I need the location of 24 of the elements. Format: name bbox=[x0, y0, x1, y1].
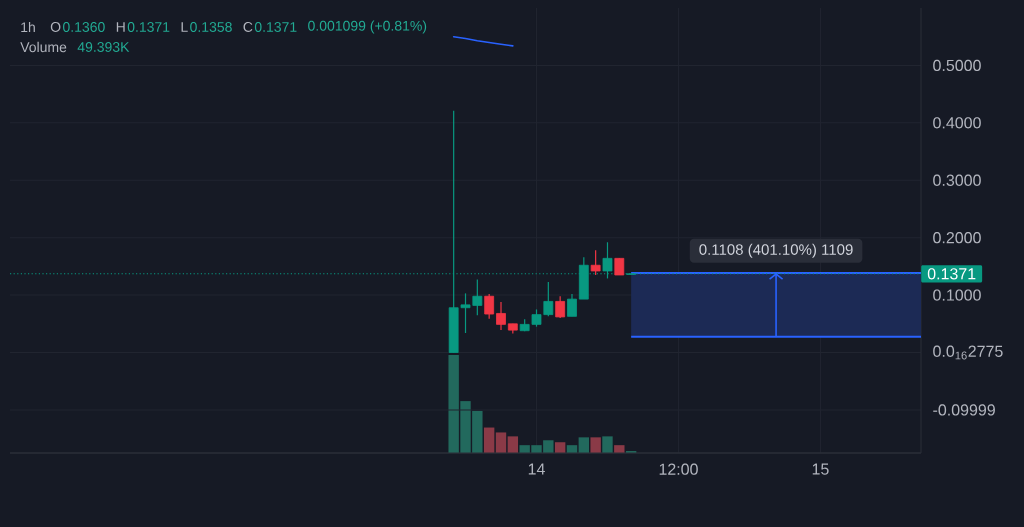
x-tick-label: 15 bbox=[812, 463, 829, 475]
y-tick-label: 0.4000 bbox=[933, 117, 981, 129]
annotation: 0.1358 bbox=[190, 22, 232, 32]
annotation: L bbox=[181, 22, 188, 32]
text: 1h bbox=[21, 21, 35, 33]
annotation: O bbox=[50, 22, 61, 32]
y-tick-label: 0.5000 bbox=[933, 59, 981, 72]
annotation: 0.1371 bbox=[127, 22, 170, 32]
annotation: 0.1371 bbox=[254, 22, 297, 32]
y-tick-label: 0.3000 bbox=[933, 174, 981, 186]
annotation: 49.393K bbox=[77, 42, 130, 52]
x-tick-label: 14 bbox=[528, 463, 545, 475]
y-tick-label: 0.2000 bbox=[933, 232, 981, 244]
y-tick-label: 0.1000 bbox=[933, 289, 981, 301]
x-tick-label: 12:00 bbox=[659, 463, 698, 475]
annotation: C bbox=[243, 22, 253, 32]
ref-line-label: 0.1371 bbox=[927, 268, 976, 280]
annotation: H bbox=[116, 22, 125, 32]
y-tick-label: -0.09999 bbox=[933, 404, 995, 416]
y-tick-label: 0.0$_{16}$2775 bbox=[933, 345, 1003, 360]
annotation: 0.1360 bbox=[63, 22, 105, 32]
annotation: Volume bbox=[20, 41, 67, 53]
band-label: 0.1108 (401.10%) 1109 bbox=[699, 243, 853, 258]
annotation: 0.001099 (+0.81%) bbox=[308, 20, 427, 34]
